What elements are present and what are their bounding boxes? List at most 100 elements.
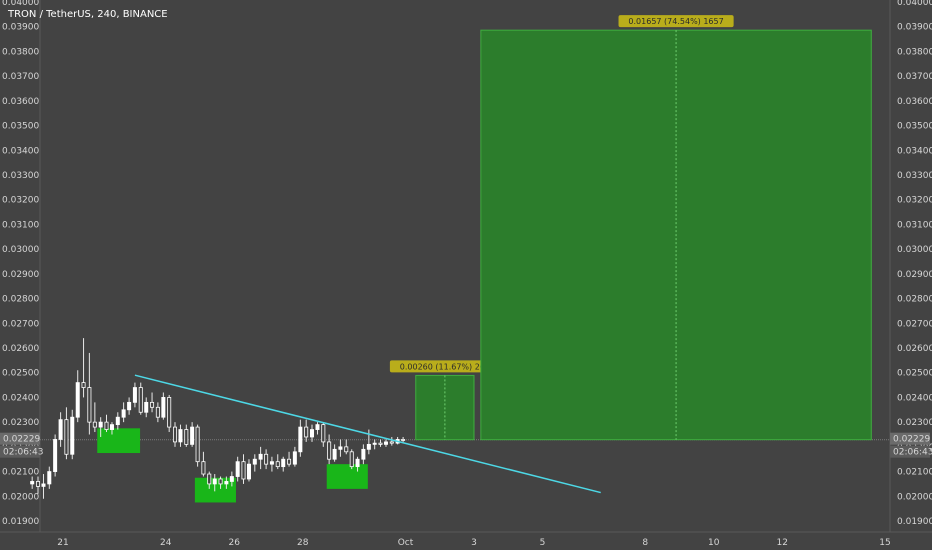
y-tick-label-left: 0.04000 (2, 0, 39, 8)
candle-body (109, 424, 114, 430)
y-tick-label-left: 0.03900 (2, 23, 39, 33)
candle-body (98, 421, 103, 428)
y-tick-label-left: 0.02400 (2, 393, 39, 403)
candle-body (378, 442, 383, 445)
target-label-bg (618, 15, 734, 28)
y-tick-label-right: 0.02600 (897, 344, 932, 354)
countdown-bg-right (890, 445, 930, 458)
y-tick-label-left: 0.03300 (2, 171, 39, 181)
y-tick-label-left: 0.02100 (2, 468, 39, 478)
candles-layer (30, 338, 406, 499)
candle-body (104, 421, 109, 430)
x-tick-label: 24 (160, 538, 172, 548)
y-tick-label-left: 0.02700 (2, 319, 39, 329)
candle-body (264, 453, 269, 465)
support-box (97, 428, 141, 454)
countdown-bg-left (0, 445, 40, 458)
chart-title: TRON / TetherUS, 240, BINANCE (7, 9, 168, 20)
target-label: 0.00260 (11.67%) 260 (400, 362, 490, 371)
y-tick-label-right: 0.03300 (897, 171, 932, 181)
candle-body (184, 429, 189, 445)
candle-body (75, 382, 80, 418)
candle-body (212, 478, 217, 485)
y-tick-label-right: 0.03000 (897, 245, 932, 255)
y-tick-label-right: 0.03100 (897, 220, 932, 230)
y-tick-label-right: 0.02500 (897, 369, 932, 379)
candle-body (309, 429, 314, 438)
candle-body (287, 458, 292, 465)
candle-body (150, 401, 155, 408)
y-tick-label-right: 0.02100 (897, 468, 932, 478)
candle-body (195, 426, 200, 463)
y-tick-label-right: 0.02700 (897, 319, 932, 329)
y-tick-label-left: 0.02000 (2, 492, 39, 502)
y-tick-label-right: 0.03400 (897, 146, 932, 156)
candle-body (235, 461, 240, 477)
y-tick-label-right: 0.01900 (897, 517, 932, 527)
candle-body (178, 429, 183, 443)
candle-body (355, 458, 360, 468)
candle-body (401, 439, 406, 441)
candle-body (383, 441, 388, 445)
candle-body (127, 401, 132, 411)
candle-body (161, 397, 166, 418)
candle-body (366, 443, 371, 450)
x-tick-label: 5 (540, 538, 546, 548)
candle-body (275, 461, 280, 468)
candle-body (70, 416, 75, 455)
x-tick-label: 3 (471, 538, 477, 548)
candle-body (81, 382, 86, 388)
y-tick-label-left: 0.03800 (2, 47, 39, 57)
target-label: 0.01657 (74.54%) 1657 (628, 17, 723, 26)
candle-body (304, 426, 309, 438)
y-tick-label-right: 0.03600 (897, 97, 932, 107)
candle-body (258, 453, 263, 460)
candle-body (361, 448, 366, 460)
y-tick-label-left: 0.03000 (2, 245, 39, 255)
candle-body (218, 478, 223, 485)
candle-body (292, 451, 297, 465)
y-tick-label-right: 0.03900 (897, 23, 932, 33)
boxes-layer: 0.00260 (11.67%) 260 0.01657 (74.54%) 165… (97, 15, 872, 503)
candle-body (338, 446, 343, 450)
candle-body (246, 463, 251, 480)
target-label-bg (389, 360, 500, 373)
price-tag-bg-left (0, 432, 40, 445)
x-tick-label: 21 (57, 538, 68, 548)
y-tick-label-left: 0.02300 (2, 418, 39, 428)
y-tick-label-left: 0.03100 (2, 220, 39, 230)
candle-body (144, 401, 149, 413)
candle-body (224, 481, 229, 485)
candle-body (269, 461, 274, 465)
candle-body (53, 439, 58, 472)
candle-body (41, 483, 46, 487)
candle-body (315, 424, 320, 430)
x-tick-label: 8 (642, 538, 648, 548)
candle-body (58, 419, 63, 440)
y-tick-label-left: 0.03200 (2, 196, 39, 206)
y-tick-label-left: 0.03600 (2, 97, 39, 107)
candle-body (115, 416, 120, 426)
x-tick-label: 28 (297, 538, 309, 548)
y-tick-label-left: 0.02600 (2, 344, 39, 354)
countdown-left: 02:06:43 (3, 448, 43, 458)
candle-body (389, 441, 394, 444)
x-tick-label: 12 (777, 538, 788, 548)
y-tick-label-left: 0.02900 (2, 270, 39, 280)
y-tick-label-right: 0.03800 (897, 47, 932, 57)
y-tick-label-left: 0.03700 (2, 72, 39, 82)
x-tick-label: 15 (879, 538, 890, 548)
candle-body (47, 471, 52, 485)
trendline (134, 374, 601, 494)
price-tag-right: 0.02229 (893, 435, 930, 445)
candle-body (30, 481, 35, 485)
y-tick-label-right: 0.04000 (897, 0, 932, 8)
candle-body (121, 409, 126, 418)
y-tick-label-right: 0.02000 (897, 492, 932, 502)
candle-body (349, 451, 354, 468)
candle-body (167, 397, 172, 428)
countdown-right: 02:06:43 (893, 448, 932, 458)
candle-body (155, 406, 160, 418)
